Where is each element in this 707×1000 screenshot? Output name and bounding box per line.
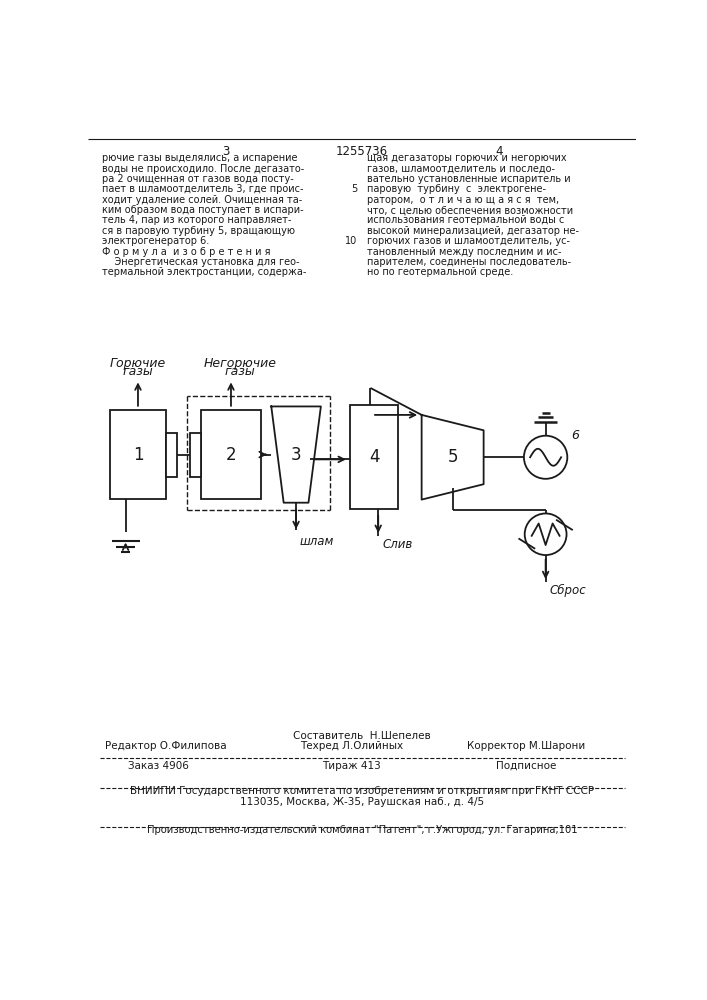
Text: ратором,  о т л и ч а ю щ а я с я  тем,: ратором, о т л и ч а ю щ а я с я тем, bbox=[368, 195, 559, 205]
Text: 5: 5 bbox=[351, 184, 357, 194]
Text: газов, шламоотделитель и последо-: газов, шламоотделитель и последо- bbox=[368, 164, 556, 174]
Text: электрогенератор 6.: электрогенератор 6. bbox=[103, 236, 209, 246]
Text: воды не происходило. После дегазато-: воды не происходило. После дегазато- bbox=[103, 164, 305, 174]
Text: 4: 4 bbox=[496, 145, 503, 158]
Text: шлам: шлам bbox=[299, 535, 334, 548]
Text: Ф о р м у л а  и з о б р е т е н и я: Ф о р м у л а и з о б р е т е н и я bbox=[103, 247, 271, 257]
Text: 1255736: 1255736 bbox=[336, 145, 388, 158]
Text: Подписное: Подписное bbox=[496, 761, 556, 771]
Text: 113035, Москва, Ж-35, Раушская наб., д. 4/5: 113035, Москва, Ж-35, Раушская наб., д. … bbox=[240, 797, 484, 807]
Bar bbox=[201, 410, 261, 499]
Text: Горючие: Горючие bbox=[110, 357, 166, 370]
Text: 6: 6 bbox=[571, 429, 579, 442]
Text: газы: газы bbox=[225, 365, 256, 378]
Text: 10: 10 bbox=[345, 236, 357, 246]
Text: рючие газы выделялись, а испарение: рючие газы выделялись, а испарение bbox=[103, 153, 298, 163]
Bar bbox=[351, 405, 398, 509]
Text: 3: 3 bbox=[222, 145, 229, 158]
Bar bbox=[166, 433, 177, 477]
Text: Составитель  Н.Шепелев: Составитель Н.Шепелев bbox=[293, 731, 431, 741]
Text: тановленный между последним и ис-: тановленный между последним и ис- bbox=[368, 247, 562, 257]
Text: пает в шламоотделитель 3, где проис-: пает в шламоотделитель 3, где проис- bbox=[103, 184, 304, 194]
Text: использования геотермальной воды с: использования геотермальной воды с bbox=[368, 215, 565, 225]
Text: паровую  турбину  с  электрогене-: паровую турбину с электрогене- bbox=[368, 184, 547, 194]
Text: термальной электростанции, содержа-: термальной электростанции, содержа- bbox=[103, 267, 307, 277]
Text: Корректор М.Шарони: Корректор М.Шарони bbox=[467, 741, 585, 751]
Text: Редактор О.Филипова: Редактор О.Филипова bbox=[105, 741, 227, 751]
Text: Сброс: Сброс bbox=[549, 584, 586, 597]
Polygon shape bbox=[271, 406, 321, 503]
Text: ким образом вода поступает в испари-: ким образом вода поступает в испари- bbox=[103, 205, 304, 215]
Text: вательно установленные испаритель и: вательно установленные испаритель и bbox=[368, 174, 571, 184]
Text: ВНИИПИ Государственного комитета по изобретениям и открытиям при ГКНТ СССР: ВНИИПИ Государственного комитета по изоб… bbox=[130, 786, 594, 796]
Polygon shape bbox=[421, 415, 484, 500]
Text: высокой минерализацией, дегазатор не-: высокой минерализацией, дегазатор не- bbox=[368, 226, 579, 236]
Text: Тираж 413: Тираж 413 bbox=[322, 761, 381, 771]
Text: ся в паровую турбину 5, вращающую: ся в паровую турбину 5, вращающую bbox=[103, 226, 296, 236]
Text: Негорючие: Негорючие bbox=[204, 357, 276, 370]
Text: 3: 3 bbox=[291, 446, 301, 464]
Text: 2: 2 bbox=[226, 446, 236, 464]
Text: газы: газы bbox=[122, 365, 153, 378]
Text: 5: 5 bbox=[448, 448, 458, 466]
Text: 1: 1 bbox=[133, 446, 144, 464]
Text: но по геотермальной среде.: но по геотермальной среде. bbox=[368, 267, 513, 277]
Circle shape bbox=[525, 513, 566, 555]
Text: Слив: Слив bbox=[382, 538, 412, 551]
Text: 4: 4 bbox=[369, 448, 380, 466]
Text: ходит удаление солей. Очищенная та-: ходит удаление солей. Очищенная та- bbox=[103, 195, 303, 205]
Text: Энергетическая установка для гео-: Энергетическая установка для гео- bbox=[103, 257, 300, 267]
Text: тель 4, пар из которого направляет-: тель 4, пар из которого направляет- bbox=[103, 215, 292, 225]
Text: ра 2 очищенная от газов вода посту-: ра 2 очищенная от газов вода посту- bbox=[103, 174, 294, 184]
Text: горючих газов и шламоотделитель, ус-: горючих газов и шламоотделитель, ус- bbox=[368, 236, 571, 246]
Bar bbox=[190, 433, 201, 477]
Text: Заказ 4906: Заказ 4906 bbox=[128, 761, 189, 771]
Text: что, с целью обеспечения возможности: что, с целью обеспечения возможности bbox=[368, 205, 573, 215]
Text: щая дегазаторы горючих и негорючих: щая дегазаторы горючих и негорючих bbox=[368, 153, 567, 163]
Text: Производственно-издательский комбинат "Патент", г.Ужгород, ул. Гагарина,101: Производственно-издательский комбинат "П… bbox=[146, 825, 577, 835]
Text: Техред Л.Олийных: Техред Л.Олийных bbox=[300, 741, 404, 751]
Text: парителем, соединены последователь-: парителем, соединены последователь- bbox=[368, 257, 571, 267]
Bar bbox=[110, 410, 166, 499]
Circle shape bbox=[524, 436, 567, 479]
